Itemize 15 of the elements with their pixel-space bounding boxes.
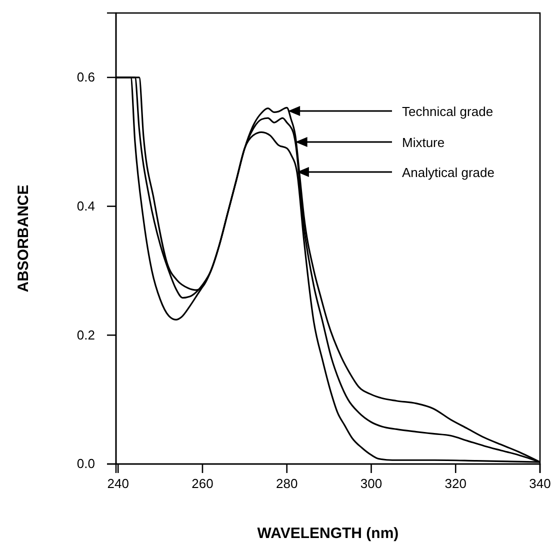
y-tick-label: 0.2 <box>76 327 95 342</box>
y-tick-label: 0.6 <box>76 70 95 85</box>
y-tick-label: 0.4 <box>76 198 95 214</box>
x-tick-label: 300 <box>360 476 382 492</box>
annotation: Mixture <box>402 135 445 150</box>
x-axis-title: WAVELENGTH (nm) <box>257 525 399 542</box>
x-tick-label: 320 <box>444 476 466 492</box>
y-axis-title: ABSORBANCE <box>15 184 32 292</box>
y-tick-label: 0.0 <box>76 456 95 472</box>
x-tick-label: 280 <box>276 476 298 492</box>
x-tick-label: 340 <box>529 476 551 492</box>
annotation: Analytical grade <box>402 165 494 180</box>
x-tick-label: 260 <box>192 476 214 492</box>
x-tick-label: 240 <box>107 476 129 492</box>
annotation: Technical grade <box>402 104 494 119</box>
